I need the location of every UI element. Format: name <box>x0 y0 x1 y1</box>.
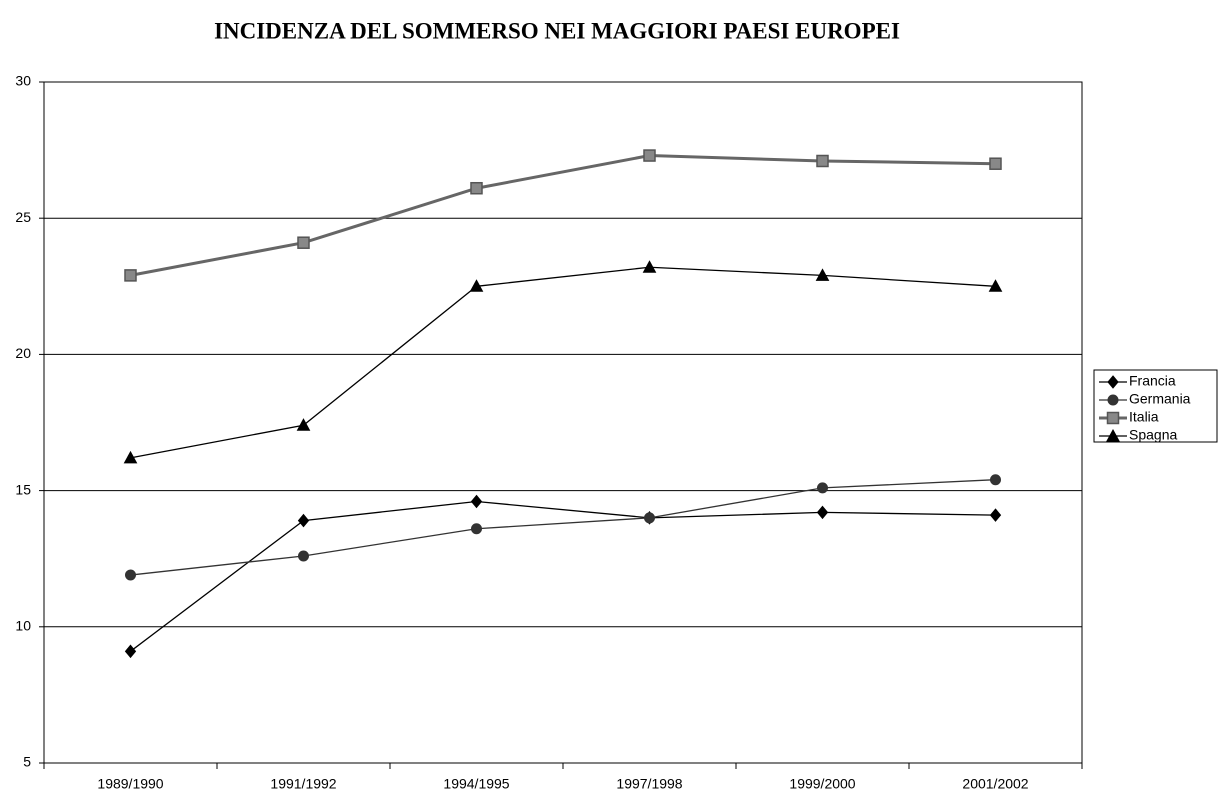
point <box>124 644 137 659</box>
series-line <box>130 479 996 576</box>
point <box>815 268 830 281</box>
point <box>989 508 1002 522</box>
x-tick-label: 1991/1992 <box>270 776 336 792</box>
x-tick-label: 1994/1995 <box>443 776 509 792</box>
chart-title: INCIDENZA DEL SOMMERSO NEI MAGGIORI PAES… <box>214 18 900 43</box>
point <box>471 523 482 535</box>
legend-marker <box>1106 428 1120 442</box>
point <box>816 154 829 168</box>
y-tick-label: 15 <box>15 481 31 497</box>
series-line <box>130 500 996 652</box>
point <box>642 260 657 273</box>
y-tick-label: 20 <box>15 345 31 361</box>
point <box>470 181 483 195</box>
legend-marker <box>1107 394 1119 406</box>
point <box>817 482 828 494</box>
y-tick-label: 30 <box>15 73 31 89</box>
x-tick-label: 1989/1990 <box>97 776 163 792</box>
point <box>989 157 1002 170</box>
legend-label: Spagna <box>1129 427 1177 443</box>
point <box>643 149 656 162</box>
point <box>988 279 1003 292</box>
plot-frame <box>43 81 1083 764</box>
legend-box <box>1093 369 1218 443</box>
series-line <box>130 266 996 459</box>
point <box>297 513 310 528</box>
x-tick-label: 1997/1998 <box>616 776 682 792</box>
point <box>990 474 1001 486</box>
point <box>644 512 655 524</box>
x-tick-label: 1999/2000 <box>789 776 855 792</box>
y-tick-label: 25 <box>15 209 31 225</box>
point <box>124 269 137 282</box>
point <box>125 569 136 581</box>
series-line <box>130 154 996 277</box>
y-tick-label: 10 <box>15 618 31 634</box>
legend-label: Francia <box>1129 373 1176 389</box>
point <box>123 450 138 464</box>
legend-marker <box>1106 411 1120 425</box>
point <box>470 494 483 509</box>
legend-label: Italia <box>1129 409 1159 425</box>
point <box>469 279 484 292</box>
legend-label: Germania <box>1129 391 1191 407</box>
point <box>816 505 829 520</box>
x-tick-label: 2001/2002 <box>962 776 1028 792</box>
y-tick-label: 5 <box>23 754 31 770</box>
point <box>298 550 309 562</box>
legend-marker <box>1107 375 1119 389</box>
point <box>297 236 310 249</box>
point <box>296 418 311 431</box>
